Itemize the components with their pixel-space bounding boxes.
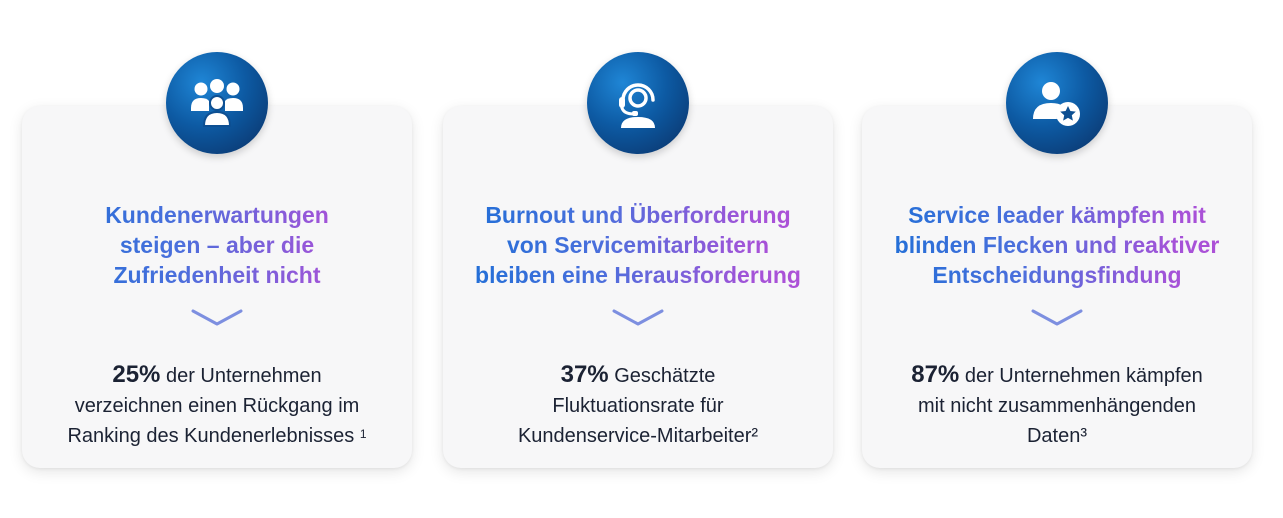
stat-text: Ranking des Kundenerlebnisses	[67, 425, 355, 447]
card-heading: Kundenerwartungen steigen – aber die Zuf…	[22, 200, 412, 290]
chevron-down-icon	[191, 309, 243, 326]
user-star-icon	[1006, 52, 1108, 154]
stat-line: mit nicht zusammenhängenden	[918, 395, 1196, 417]
heading-line: Service leader kämpfen mit	[908, 202, 1206, 228]
heading-line: bleiben eine Herausforderung	[475, 262, 801, 288]
heading-line: Entscheidungsfindung	[932, 262, 1182, 288]
stat-text: der Unternehmen	[165, 365, 322, 387]
stat-percent: 37%	[560, 361, 609, 388]
card-agent-burnout	[443, 106, 833, 468]
card-customer-expectations	[22, 106, 412, 468]
stat-line: verzeichnen einen Rückgang im	[74, 395, 360, 417]
stat-line: Fluktuationsrate für	[552, 395, 724, 417]
stat-line: 87% der Unternehmen kämpfen	[862, 360, 1252, 391]
stat-percent: 25%	[112, 361, 161, 388]
card-stat: 87% der Unternehmen kämpfen mit nicht zu…	[862, 360, 1252, 451]
card-heading: Burnout und Überforderung von Servicemit…	[443, 200, 833, 290]
stat-line: Kundenservice-Mitarbeiter²	[517, 425, 759, 447]
headset-agent-icon	[587, 52, 689, 154]
heading-line: von Servicemitarbeitern	[506, 232, 770, 258]
chevron-down-icon	[1031, 309, 1083, 326]
stat-text: Geschätzte	[614, 365, 716, 387]
card-stat: 37% Geschätzte Fluktuationsrate für Kund…	[443, 360, 833, 451]
card-heading: Service leader kämpfen mit blinden Fleck…	[862, 200, 1252, 290]
stat-line: 25% der Unternehmen	[22, 360, 412, 391]
group-icon	[166, 52, 268, 154]
card-stat: 25% der Unternehmen verzeichnen einen Rü…	[22, 360, 412, 451]
stat-percent: 87%	[911, 361, 960, 388]
heading-line: blinden Flecken und reaktiver	[894, 232, 1220, 258]
stat-text: der Unternehmen kämpfen	[964, 365, 1203, 387]
heading-line: Zufriedenheit nicht	[113, 262, 321, 288]
heading-line: Kundenerwartungen	[105, 202, 329, 228]
heading-line: steigen – aber die	[119, 232, 315, 258]
footnote-marker: 1	[359, 427, 367, 441]
card-service-leaders	[862, 106, 1252, 468]
stat-line: 37% Geschätzte	[443, 360, 833, 391]
chevron-down-icon	[612, 309, 664, 326]
heading-line: Burnout und Überforderung	[485, 202, 791, 228]
stat-line: Ranking des Kundenerlebnisses 1	[22, 421, 412, 451]
stat-line: Daten³	[1026, 425, 1088, 447]
